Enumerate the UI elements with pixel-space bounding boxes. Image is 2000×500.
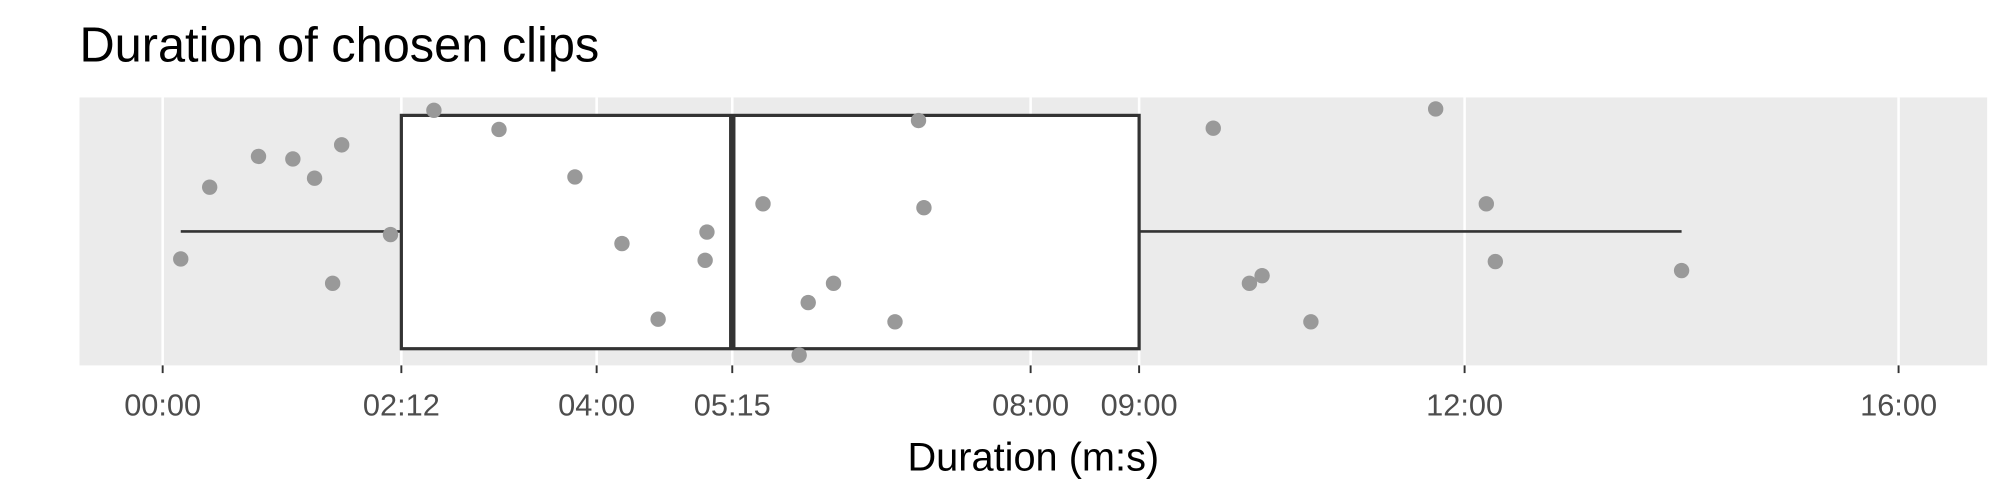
chart-title: Duration of chosen clips	[79, 19, 599, 73]
point	[1303, 314, 1319, 330]
point	[491, 121, 507, 138]
point	[1673, 262, 1690, 279]
point	[426, 102, 442, 118]
x-axis-title: Duration (m:s)	[907, 436, 1159, 480]
point	[306, 170, 323, 186]
x-tick-label: 02:12	[363, 387, 440, 422]
point	[800, 294, 816, 311]
point	[916, 200, 932, 216]
point	[887, 314, 903, 330]
point	[250, 148, 267, 165]
point	[699, 224, 715, 240]
point	[173, 251, 189, 267]
point	[1241, 275, 1258, 292]
x-tick-label: 05:15	[694, 387, 771, 422]
point	[1427, 101, 1444, 117]
x-tick-label: 00:00	[124, 387, 201, 422]
point	[567, 169, 583, 185]
point	[614, 235, 630, 252]
point	[1254, 267, 1270, 284]
point	[285, 151, 301, 167]
point	[1205, 120, 1221, 136]
x-tick-label: 09:00	[1101, 387, 1178, 422]
point	[324, 275, 341, 292]
box	[399, 113, 1141, 351]
x-tick-label: 16:00	[1860, 387, 1937, 422]
x-tick-label: 04:00	[558, 387, 635, 422]
x-tick-label: 08:00	[992, 387, 1069, 422]
point	[791, 347, 807, 363]
point	[1487, 253, 1504, 270]
x-tick-label: 12:00	[1426, 387, 1503, 422]
point	[382, 226, 399, 243]
point	[650, 311, 666, 327]
point	[697, 252, 713, 268]
point	[755, 196, 771, 212]
point	[201, 179, 218, 195]
point	[825, 275, 842, 292]
point	[333, 137, 350, 153]
point	[910, 112, 927, 129]
point	[1478, 196, 1494, 212]
